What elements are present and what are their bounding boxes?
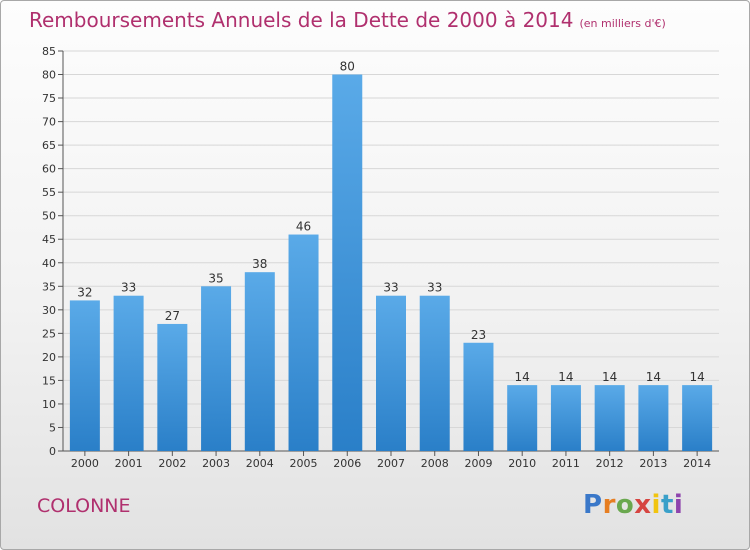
commune-name: COLONNE [37, 495, 131, 517]
x-tick-label: 2000 [71, 457, 99, 470]
x-tick-label: 2005 [290, 457, 318, 470]
bar-value-label: 14 [558, 370, 573, 384]
bar-value-label: 23 [471, 328, 486, 342]
bar-value-label: 46 [296, 220, 311, 234]
bar-2010 [507, 385, 538, 451]
bar-value-label: 27 [165, 309, 180, 323]
logo-letter: x [634, 490, 652, 520]
bar-2009 [463, 342, 494, 451]
y-tick-label: 45 [42, 233, 56, 246]
y-tick-label: 10 [42, 398, 56, 411]
x-tick-label: 2008 [421, 457, 449, 470]
bar-2008 [419, 295, 450, 451]
logo-letter: i [673, 490, 684, 520]
bar-value-label: 38 [252, 257, 267, 271]
y-tick-label: 20 [42, 351, 56, 364]
y-tick-label: 85 [42, 45, 56, 58]
x-tick-label: 2009 [464, 457, 492, 470]
y-tick-label: 0 [49, 445, 56, 458]
y-tick-label: 25 [42, 327, 56, 340]
logo-letter: t [660, 490, 674, 520]
bar-value-label: 33 [427, 281, 442, 295]
y-tick-label: 75 [42, 92, 56, 105]
bar-value-label: 14 [646, 370, 661, 384]
bar-2007 [376, 295, 406, 451]
proxiti-logo: Proxiti [583, 490, 683, 520]
bar-2005 [288, 234, 319, 451]
x-tick-label: 2004 [246, 457, 274, 470]
x-tick-label: 2002 [158, 457, 186, 470]
bar-2013 [638, 385, 669, 451]
title-text: Remboursements Annuels de la Dette de 20… [29, 8, 574, 32]
bar-2004 [244, 272, 275, 451]
bar-value-label: 35 [208, 271, 223, 285]
bar-value-label: 80 [340, 60, 355, 74]
y-tick-label: 30 [42, 304, 56, 317]
bar-value-label: 14 [602, 370, 617, 384]
bar-2014 [682, 385, 713, 451]
bar-2003 [201, 286, 232, 451]
bar-value-label: 14 [689, 370, 704, 384]
logo-letter: i [651, 490, 661, 520]
x-tick-label: 2003 [202, 457, 230, 470]
bar-value-label: 33 [121, 281, 136, 295]
y-tick-label: 5 [49, 421, 56, 434]
x-tick-label: 2007 [377, 457, 405, 470]
y-tick-label: 65 [42, 139, 56, 152]
bar-2012 [594, 385, 625, 451]
x-tick-label: 2006 [333, 457, 361, 470]
bar-value-label: 14 [515, 370, 530, 384]
y-tick-label: 35 [42, 280, 56, 293]
y-tick-label: 60 [42, 163, 56, 176]
x-tick-label: 2012 [596, 457, 624, 470]
x-tick-label: 2013 [639, 457, 667, 470]
x-tick-label: 2014 [683, 457, 711, 470]
bar-2001 [113, 295, 144, 451]
y-tick-label: 80 [42, 69, 56, 82]
logo-letter: o [615, 490, 635, 520]
x-tick-label: 2010 [508, 457, 536, 470]
logo-letter: P [583, 490, 603, 520]
x-tick-label: 2011 [552, 457, 580, 470]
bar-2002 [157, 323, 188, 451]
y-tick-label: 55 [42, 186, 56, 199]
title-unit: (en milliers d'€) [579, 17, 666, 30]
bar-2006 [332, 74, 363, 451]
chart-title: Remboursements Annuels de la Dette de 20… [29, 8, 666, 32]
y-tick-label: 50 [42, 210, 56, 223]
y-tick-label: 15 [42, 374, 56, 387]
y-tick-label: 70 [42, 116, 56, 129]
bar-value-label: 33 [383, 281, 398, 295]
bar-2011 [550, 385, 581, 451]
y-tick-label: 40 [42, 257, 56, 270]
x-tick-label: 2001 [115, 457, 143, 470]
logo-letter: r [602, 490, 616, 520]
bar-2000 [69, 300, 100, 451]
bar-value-label: 32 [77, 285, 92, 299]
